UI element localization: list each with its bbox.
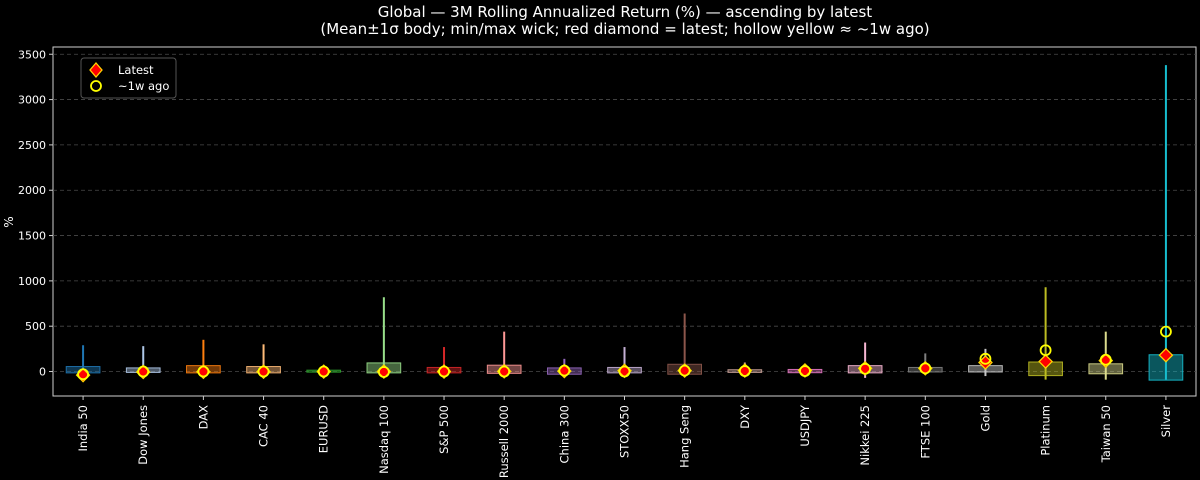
series-group bbox=[1028, 287, 1063, 380]
y-tick-label: 2000 bbox=[18, 184, 46, 197]
series-group bbox=[607, 347, 642, 379]
week-ago-marker bbox=[1099, 353, 1112, 366]
plot-area bbox=[52, 46, 1197, 397]
series-group bbox=[246, 344, 281, 380]
week-ago-marker bbox=[137, 365, 150, 378]
series-group bbox=[186, 339, 221, 380]
y-tick-label: 1000 bbox=[18, 275, 46, 288]
week-ago-marker bbox=[799, 365, 811, 377]
x-tick-label: India 50 bbox=[76, 405, 90, 452]
week-ago-marker bbox=[1160, 325, 1172, 338]
y-axis: 0 500 1000 1500 2000 2500 3000 3500 bbox=[18, 48, 53, 379]
x-tick-label: S&P 500 bbox=[437, 405, 451, 454]
series-group bbox=[727, 362, 763, 379]
series-group bbox=[65, 345, 101, 383]
x-tick-label: FTSE 100 bbox=[918, 405, 932, 459]
series-group bbox=[907, 353, 943, 376]
week-ago-marker bbox=[498, 365, 511, 378]
legend-latest-marker bbox=[89, 62, 103, 78]
legend-weekago-marker bbox=[90, 80, 102, 92]
x-tick-label: EURUSD bbox=[317, 405, 331, 453]
week-ago-marker bbox=[678, 364, 691, 377]
y-gridlines bbox=[53, 53, 1196, 372]
week-ago-marker bbox=[859, 362, 872, 375]
x-tick-label: Hang Seng bbox=[678, 405, 692, 468]
chart-marks bbox=[65, 65, 1184, 383]
series-group bbox=[787, 363, 823, 378]
series-group bbox=[667, 313, 703, 379]
week-ago-marker bbox=[257, 365, 270, 378]
legend[interactable]: Latest ~1w ago bbox=[80, 57, 177, 99]
legend-latest-label: Latest bbox=[118, 63, 154, 77]
x-tick-label: USDJPY bbox=[798, 404, 812, 447]
x-tick-label: Russell 2000 bbox=[497, 405, 511, 478]
series-group bbox=[306, 364, 342, 380]
series-group bbox=[1148, 65, 1184, 381]
latest-marker bbox=[1158, 347, 1174, 363]
series-group bbox=[366, 297, 402, 379]
week-ago-marker bbox=[618, 365, 631, 378]
x-tick-label: Taiwan 50 bbox=[1099, 405, 1113, 463]
week-ago-marker bbox=[438, 365, 450, 378]
x-tick-label: Nasdaq 100 bbox=[377, 405, 391, 474]
y-tick-label: 500 bbox=[25, 320, 46, 333]
y-tick-label: 3000 bbox=[18, 94, 46, 107]
week-ago-marker bbox=[377, 366, 390, 378]
week-ago-marker bbox=[77, 368, 89, 381]
chart-subtitle: (Mean±1σ body; min/max wick; red diamond… bbox=[320, 20, 929, 38]
legend-weekago-label: ~1w ago bbox=[118, 79, 169, 93]
x-tick-label: DAX bbox=[196, 405, 210, 430]
series-group bbox=[546, 358, 582, 379]
series-group bbox=[426, 347, 462, 379]
y-axis-label: % bbox=[2, 216, 16, 227]
x-tick-label: Silver bbox=[1159, 405, 1173, 438]
x-tick-label: CAC 40 bbox=[257, 405, 271, 447]
chart-title: Global — 3M Rolling Annualized Return (%… bbox=[378, 3, 873, 21]
week-ago-marker bbox=[197, 365, 210, 378]
week-ago-marker bbox=[979, 352, 992, 365]
x-tick-label: Nikkei 225 bbox=[858, 405, 872, 466]
x-tick-label: Platinum bbox=[1039, 405, 1053, 456]
series-group bbox=[1088, 331, 1124, 380]
x-tick-label: China 300 bbox=[557, 405, 571, 463]
x-tick-label: DXY bbox=[738, 404, 752, 429]
series-group bbox=[968, 348, 1003, 377]
legend-box bbox=[80, 57, 177, 99]
x-tick-label: STOXX50 bbox=[618, 405, 632, 458]
x-axis: India 50 Dow Jones DAX CAC 40 EURUSD Nasdaq 1… bbox=[76, 396, 1173, 478]
series-group bbox=[125, 346, 161, 380]
series-group bbox=[486, 331, 522, 379]
y-tick-label: 3500 bbox=[18, 48, 46, 61]
series-group bbox=[847, 342, 883, 378]
week-ago-marker bbox=[558, 364, 571, 377]
week-ago-marker bbox=[738, 365, 751, 377]
y-tick-label: 0 bbox=[39, 366, 46, 379]
week-ago-marker bbox=[317, 365, 330, 378]
week-ago-marker bbox=[1039, 344, 1052, 357]
x-tick-label: Dow Jones bbox=[136, 405, 150, 465]
week-ago-marker bbox=[919, 362, 932, 375]
y-tick-label: 1500 bbox=[18, 230, 46, 243]
x-tick-label: Gold bbox=[978, 405, 992, 431]
latest-marker bbox=[1038, 354, 1054, 369]
y-tick-label: 2500 bbox=[18, 139, 46, 152]
